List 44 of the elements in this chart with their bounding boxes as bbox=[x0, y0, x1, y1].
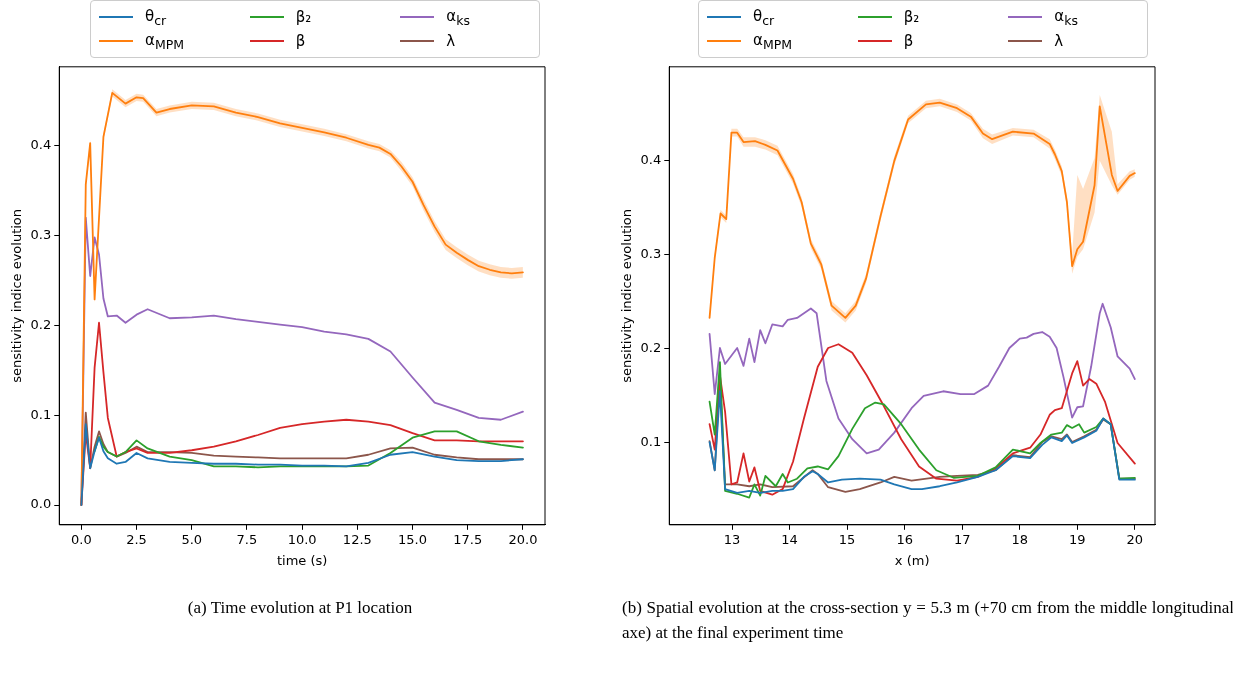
x-tick-label: 12.5 bbox=[342, 531, 372, 547]
x-tick-label: 18 bbox=[1011, 531, 1029, 547]
x-tick-label: 13 bbox=[723, 531, 741, 547]
x-tick-label: 0.0 bbox=[71, 531, 92, 547]
y-tick-label: 0.3 bbox=[30, 227, 52, 243]
x-axis-title: x (m) bbox=[894, 552, 930, 568]
legend-label: β₂ bbox=[903, 8, 920, 26]
x-tick-label: 2.5 bbox=[126, 531, 147, 547]
legend-label: α$_{ks}$ bbox=[446, 6, 470, 28]
x-tick-label: 15.0 bbox=[398, 531, 428, 547]
x-tick-label: 17.5 bbox=[453, 531, 483, 547]
legend-label: α$_{ks}$ bbox=[1054, 6, 1078, 28]
y-tick-label: 0.2 bbox=[640, 340, 662, 356]
x-tick-label: 5.0 bbox=[181, 531, 203, 547]
y-tick-label: 0.1 bbox=[640, 434, 662, 450]
x-tick-label: 20.0 bbox=[508, 531, 538, 547]
legend-label: λ bbox=[446, 32, 456, 50]
x-axis-title: time (s) bbox=[276, 552, 328, 568]
y-tick-label: 0.2 bbox=[30, 316, 52, 332]
x-tick-label: 15 bbox=[838, 531, 856, 547]
text: (a) Time evolution at P1 location bbox=[186, 597, 414, 619]
text: (b) Spatial evolution at the cross-section y = 5.3 m (+70 cm from the middle longitudinal axe) at the final experiment time bbox=[622, 597, 1233, 644]
legend-label: α$_{MPM}$ bbox=[753, 30, 792, 52]
legend-label: β bbox=[903, 32, 914, 50]
y-tick-label: 0.3 bbox=[640, 246, 662, 262]
legend-label: θ$_{cr}$ bbox=[145, 6, 167, 28]
x-tick-label: 19 bbox=[1069, 531, 1086, 547]
x-tick-label: 7.5 bbox=[236, 531, 258, 547]
x-tick-label: 20 bbox=[1126, 531, 1144, 547]
x-tick-label: 10.0 bbox=[287, 531, 317, 547]
legend-label: β₂ bbox=[295, 8, 312, 26]
y-axis-title: sensitivity indice evolution bbox=[9, 208, 25, 383]
y-axis-title: sensitivity indice evolution bbox=[619, 208, 635, 383]
x-tick-label: 14 bbox=[781, 531, 798, 547]
legend-label: α$_{MPM}$ bbox=[145, 30, 184, 52]
y-tick-label: 0.4 bbox=[30, 137, 52, 153]
legend-label: β bbox=[295, 32, 306, 50]
x-tick-label: 17 bbox=[953, 531, 971, 547]
y-tick-label: 0.4 bbox=[640, 152, 662, 168]
y-tick-label: 0.1 bbox=[30, 406, 52, 422]
legend-label: θ$_{cr}$ bbox=[753, 6, 775, 28]
y-tick-label: 0.0 bbox=[30, 496, 52, 512]
x-tick-label: 16 bbox=[896, 531, 913, 547]
legend-label: λ bbox=[1054, 32, 1064, 50]
